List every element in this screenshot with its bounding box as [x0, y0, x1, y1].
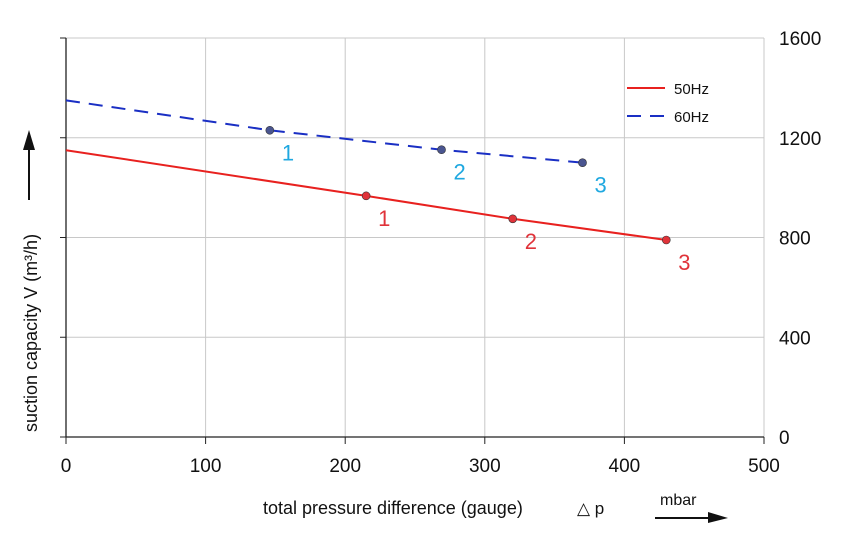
x-tick-label: 100 — [190, 456, 222, 477]
y-tick-label: 800 — [779, 229, 811, 250]
y-tick-label: 400 — [779, 328, 811, 349]
x-tick-label: 200 — [329, 456, 361, 477]
data-point-label: 2 — [525, 229, 537, 254]
x-unit-label: mbar — [660, 492, 697, 509]
data-point — [361, 191, 371, 201]
data-point-label: 1 — [282, 140, 294, 165]
series-line-50Hz — [65, 149, 667, 241]
data-point-label: 3 — [678, 250, 690, 275]
data-point-label: 3 — [595, 173, 607, 198]
y-tick-label: 1200 — [779, 129, 821, 150]
x-unit-arrowhead — [708, 512, 728, 523]
legend-label: 50Hz — [674, 81, 709, 98]
data-point — [508, 214, 518, 224]
x-axis-label: total pressure difference (gauge) — [263, 498, 523, 518]
data-point-label: 2 — [454, 160, 466, 185]
x-tick-label: 0 — [61, 456, 72, 477]
y-arrowhead — [23, 130, 35, 150]
y-axis-label: suction capacity V (m³/h) — [21, 234, 41, 432]
data-point — [661, 235, 671, 245]
data-point-label: 1 — [378, 206, 390, 231]
x-tick-label: 400 — [609, 456, 641, 477]
x-tick-label: 300 — [469, 456, 501, 477]
x-axis-symbol: △ p — [577, 499, 604, 518]
series-line-60Hz — [65, 99, 583, 164]
y-tick-label: 1600 — [779, 29, 821, 50]
y-tick-label: 0 — [779, 428, 790, 449]
data-point — [437, 145, 446, 155]
data-point — [265, 125, 275, 135]
x-tick-label: 500 — [748, 456, 780, 477]
legend-label: 60Hz — [674, 109, 709, 126]
data-point — [578, 158, 587, 167]
